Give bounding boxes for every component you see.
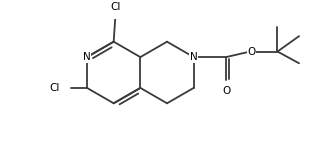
Text: N: N: [190, 52, 198, 62]
Text: O: O: [222, 86, 230, 96]
Text: O: O: [247, 46, 255, 57]
Text: Cl: Cl: [110, 2, 120, 12]
Text: Cl: Cl: [49, 83, 60, 93]
Text: N: N: [83, 52, 91, 62]
